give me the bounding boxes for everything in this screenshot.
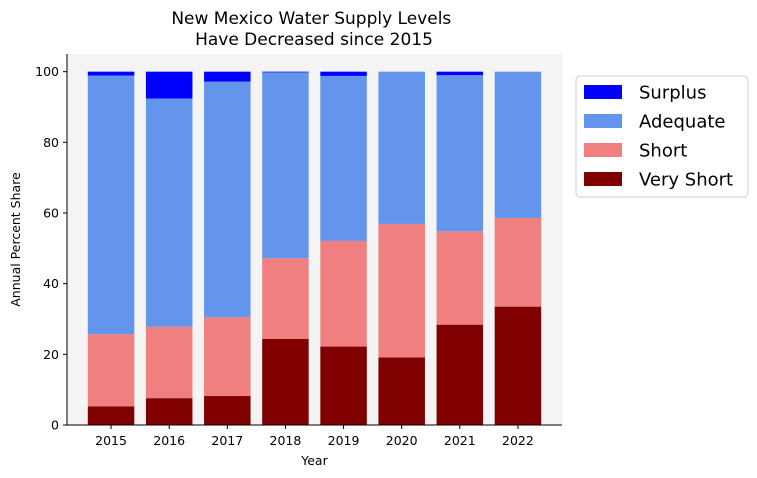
bar-surplus-2019 (320, 71, 367, 76)
bar-adequate-2022 (494, 71, 542, 218)
x-tick-label: 2021 (444, 433, 476, 448)
bar-surplus-2016 (145, 71, 193, 99)
bars-group (87, 71, 542, 425)
bar-short-2020 (378, 223, 425, 358)
y-tick-label: 80 (43, 135, 59, 150)
y-tick-label: 20 (43, 347, 59, 362)
legend-swatch-short (584, 143, 622, 157)
legend-box (575, 75, 749, 198)
y-tick-label: 0 (51, 418, 59, 433)
bar-very-short-2018 (262, 338, 309, 425)
legend: Surplus Adequate Short Very Short (575, 75, 749, 198)
bar-surplus-2021 (436, 71, 484, 76)
chart-title-line-1: New Mexico Water Supply Levels (171, 9, 451, 29)
legend-label-surplus: Surplus (639, 83, 706, 104)
bar-very-short-2019 (320, 346, 367, 425)
bar-very-short-2017 (204, 396, 251, 425)
legend-swatch-adequate (584, 114, 622, 128)
x-tick-label: 2020 (386, 433, 418, 448)
bar-adequate-2019 (320, 75, 367, 241)
bar-very-short-2016 (145, 398, 193, 425)
bar-short-2021 (436, 231, 484, 325)
bar-surplus-2018 (262, 71, 309, 73)
legend-label-very-short: Very Short (639, 170, 733, 191)
bar-short-2019 (320, 240, 367, 347)
y-tick-label: 60 (43, 206, 59, 221)
x-tick-label: 2016 (153, 433, 185, 448)
bar-adequate-2017 (204, 81, 251, 318)
plot-area (67, 54, 562, 425)
y-axis-label: Annual Percent Share (8, 172, 23, 307)
legend-label-short: Short (639, 141, 687, 162)
bar-short-2017 (204, 317, 251, 397)
legend-label-adequate: Adequate (639, 112, 726, 133)
bar-short-2022 (494, 217, 542, 307)
bar-adequate-2018 (262, 72, 309, 259)
legend-swatch-surplus (584, 85, 622, 99)
bar-short-2018 (262, 258, 309, 339)
bar-surplus-2015 (87, 71, 135, 76)
chart-title-line-2: Have Decreased since 2015 (195, 30, 433, 50)
bar-adequate-2015 (87, 75, 135, 335)
bar-short-2016 (145, 326, 193, 399)
axes-group: 0 20 40 60 80 100 2015 2016 2017 2018 2019 2020 2021… (35, 54, 562, 448)
legend-swatch-very-short (584, 172, 622, 186)
bar-adequate-2016 (145, 98, 193, 327)
x-tick-label: 2022 (502, 433, 534, 448)
x-tick-label: 2015 (95, 433, 127, 448)
bar-very-short-2020 (378, 357, 425, 425)
bar-short-2015 (87, 334, 135, 407)
x-tick-label: 2018 (270, 433, 302, 448)
bar-very-short-2015 (87, 406, 135, 425)
bar-adequate-2020 (378, 71, 425, 224)
x-tick-label: 2017 (211, 433, 243, 448)
y-tick-label: 40 (43, 276, 59, 291)
x-tick-label: 2019 (328, 433, 360, 448)
x-axis-label: Year (300, 453, 328, 468)
y-tick-label: 100 (35, 64, 59, 79)
bar-very-short-2022 (494, 306, 542, 425)
bar-very-short-2021 (436, 324, 484, 425)
bar-adequate-2021 (436, 75, 484, 232)
bar-surplus-2017 (204, 71, 251, 82)
chart-title: New Mexico Water Supply Levels Have Decr… (171, 9, 456, 50)
